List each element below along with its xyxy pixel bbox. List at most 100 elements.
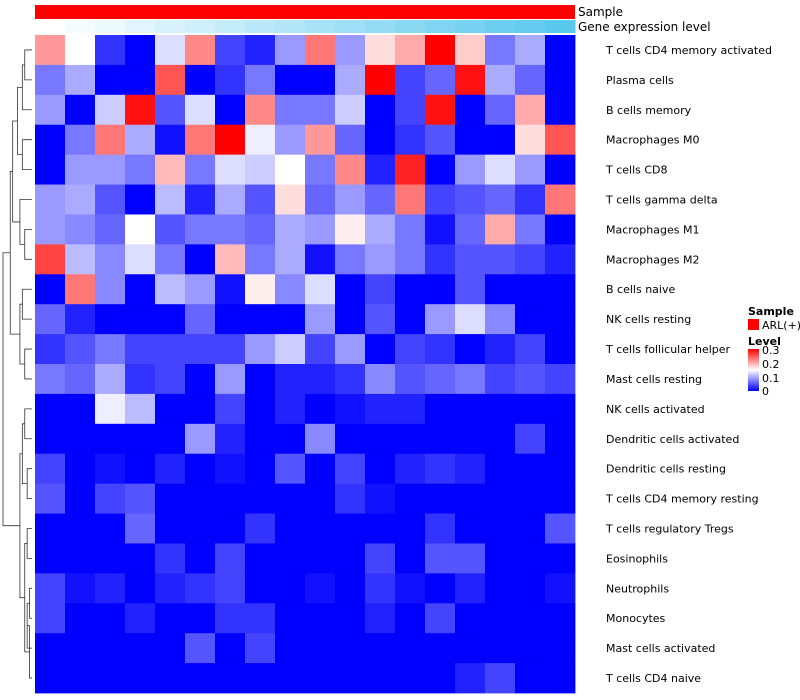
heatmap-cell	[275, 124, 306, 156]
legend-level-tick-0.3: 0.3	[762, 344, 780, 357]
heatmap-cell	[185, 184, 216, 215]
row-label: Mast cells resting	[606, 373, 702, 386]
heatmap-cell	[305, 663, 336, 694]
heatmap-cell	[95, 573, 126, 604]
heatmap-cell	[275, 244, 306, 275]
heatmap-cell	[365, 304, 396, 335]
heatmap-cell	[335, 244, 366, 275]
gene-expression-annotation-bar	[35, 20, 576, 33]
heatmap-cell	[335, 603, 366, 634]
heatmap-cell	[275, 214, 306, 245]
expression-level-cell	[155, 20, 186, 33]
expression-level-cell	[275, 20, 306, 33]
heatmap-cell	[455, 543, 486, 574]
heatmap-cell	[245, 274, 276, 305]
heatmap-cell	[365, 274, 396, 305]
heatmap-cell	[275, 154, 306, 185]
heatmap-cell	[125, 423, 156, 455]
dendrogram-branch	[21, 139, 32, 170]
heatmap-cell	[335, 214, 366, 245]
heatmap-cell	[215, 184, 246, 215]
heatmap-cell	[545, 393, 576, 425]
heatmap-cell	[185, 453, 216, 485]
heatmap-cell	[485, 274, 516, 305]
expression-level-cell	[35, 20, 66, 33]
heatmap-cell	[515, 483, 546, 514]
heatmap-cell	[275, 453, 306, 485]
heatmap-cell	[395, 35, 426, 66]
expression-level-cell	[545, 20, 576, 33]
heatmap-cell	[425, 334, 456, 365]
heatmap-cell	[215, 393, 246, 425]
row-label: Plasma cells	[606, 74, 674, 87]
heatmap-cell	[95, 64, 126, 96]
heatmap-cell	[335, 573, 366, 604]
heatmap-cell	[65, 633, 96, 664]
heatmap-cell	[245, 214, 276, 245]
heatmap-cell	[545, 94, 576, 126]
row-label: B cells memory	[606, 104, 692, 117]
heatmap-cell	[305, 453, 336, 485]
heatmap-cell	[485, 423, 516, 455]
heatmap-cell	[275, 35, 306, 66]
dendrogram-branch	[17, 86, 23, 156]
heatmap-cell	[245, 543, 276, 574]
heatmap-cell	[245, 184, 276, 215]
heatmap-cell	[185, 603, 216, 634]
heatmap-cell	[155, 304, 186, 335]
row-label: Macrophages M1	[606, 223, 699, 236]
heatmap-cell	[365, 94, 396, 126]
heatmap-cell	[35, 603, 66, 634]
heatmap-cell	[335, 184, 366, 215]
dendrogram-branch	[19, 303, 25, 365]
heatmap-cell	[95, 393, 126, 425]
heatmap-cell	[515, 154, 546, 185]
heatmap-cell	[395, 633, 426, 664]
heatmap-cell	[395, 483, 426, 514]
heatmap-cell	[365, 154, 396, 185]
heatmap-cell	[125, 244, 156, 275]
heatmap-cell	[95, 124, 126, 156]
heatmap-cell	[125, 304, 156, 335]
heatmap-cell	[395, 364, 426, 395]
heatmap-cell	[245, 483, 276, 514]
heatmap-cell	[305, 244, 336, 275]
heatmap-cell	[185, 573, 216, 604]
heatmap-cell	[35, 124, 66, 156]
heatmap-cell	[155, 603, 186, 634]
heatmap-cell	[275, 603, 306, 634]
dendrogram-branch	[26, 528, 32, 559]
heatmap-cell	[185, 244, 216, 275]
expression-level-cell	[395, 20, 426, 33]
legend-level-title: Level	[748, 335, 781, 348]
heatmap-cell	[95, 663, 126, 694]
dendrogram-branch	[19, 199, 32, 245]
heatmap-cell	[395, 304, 426, 335]
heatmap-cell	[215, 244, 246, 275]
heatmap-cell	[455, 364, 486, 395]
heatmap-cell	[545, 124, 576, 156]
heatmap-cell	[545, 453, 576, 485]
heatmap-cell	[455, 393, 486, 425]
row-label: T cells CD4 naive	[605, 672, 701, 685]
heatmap-cell	[35, 244, 66, 275]
heatmap-cell	[95, 543, 126, 574]
row-label: Dendritic cells resting	[606, 463, 726, 476]
heatmap-cell	[455, 304, 486, 335]
heatmap-cell	[155, 334, 186, 365]
heatmap-cell	[35, 453, 66, 485]
heatmap-cell	[245, 304, 276, 335]
heatmap-cell	[95, 483, 126, 514]
row-label: Mast cells activated	[606, 642, 715, 655]
dendrogram-branch	[24, 348, 32, 380]
heatmap-cell	[305, 393, 336, 425]
heatmap-cell	[395, 244, 426, 275]
heatmap-cell	[425, 364, 456, 395]
heatmap-cell	[485, 364, 516, 395]
row-label: NK cells resting	[606, 313, 691, 326]
heatmap-cell	[365, 334, 396, 365]
heatmap-cell	[245, 154, 276, 185]
heatmap-cell	[545, 573, 576, 604]
heatmap-cell	[155, 393, 186, 425]
heatmap-cell	[365, 214, 396, 245]
